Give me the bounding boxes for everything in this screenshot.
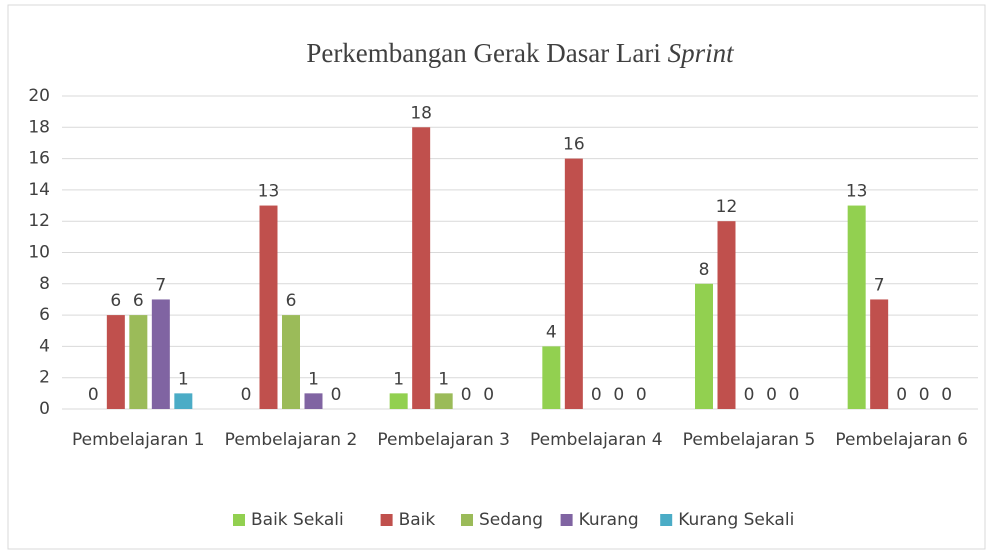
legend-label: Kurang — [579, 510, 639, 530]
value-label: 16 — [563, 135, 585, 155]
y-tick-label: 14 — [28, 180, 50, 200]
legend-label: Baik — [399, 510, 436, 530]
value-label: 13 — [258, 182, 280, 202]
bar — [106, 315, 125, 409]
value-label: 0 — [789, 385, 800, 405]
value-label: 6 — [110, 291, 121, 311]
value-label: 1 — [438, 369, 449, 389]
y-tick-label: 6 — [39, 305, 50, 325]
value-label: 0 — [241, 385, 252, 405]
bar — [717, 221, 736, 409]
x-tick-label: Pembelajaran 5 — [682, 430, 816, 450]
x-tick-label: Pembelajaran 1 — [72, 430, 205, 450]
bar — [259, 205, 278, 409]
x-tick-label: Pembelajaran 4 — [530, 430, 663, 450]
value-label: 12 — [716, 197, 738, 217]
value-label: 1 — [178, 369, 189, 389]
value-label: 0 — [461, 385, 472, 405]
value-label: 0 — [896, 385, 907, 405]
legend-swatch — [560, 514, 573, 526]
value-label: 0 — [919, 385, 930, 405]
value-label: 0 — [613, 385, 624, 405]
value-label: 0 — [941, 385, 952, 405]
chart-title: Perkembangan Gerak Dasar Lari Sprint — [306, 38, 735, 68]
y-tick-label: 10 — [28, 243, 50, 263]
bar — [129, 315, 148, 409]
bar — [282, 315, 300, 409]
legend-swatch — [660, 514, 673, 526]
bar — [412, 127, 431, 410]
title-italic: Sprint — [668, 38, 736, 68]
legend-label: Kurang Sekali — [678, 510, 794, 530]
value-label: 18 — [410, 103, 432, 123]
bar — [870, 299, 889, 409]
bar — [695, 283, 713, 409]
y-tick-label: 2 — [39, 368, 50, 388]
value-label: 1 — [393, 369, 404, 389]
legend-swatch — [233, 514, 245, 526]
value-label: 0 — [591, 385, 602, 405]
y-tick-label: 12 — [28, 211, 50, 231]
x-tick-label: Pembelajaran 2 — [224, 430, 358, 450]
value-label: 0 — [483, 385, 494, 405]
y-tick-label: 4 — [39, 336, 50, 356]
value-label: 7 — [874, 275, 885, 295]
bar — [151, 299, 170, 409]
y-tick-label: 0 — [39, 399, 50, 419]
x-tick-label: Pembelajaran 3 — [377, 430, 510, 450]
y-tick-label: 16 — [28, 149, 50, 169]
bar — [174, 393, 193, 409]
legend-label: Baik Sekali — [251, 510, 344, 530]
y-tick-label: 8 — [39, 274, 50, 294]
y-tick-label: 20 — [28, 86, 50, 106]
value-label: 1 — [308, 369, 319, 389]
title-text: Perkembangan Gerak Dasar Lari — [306, 38, 661, 68]
value-label: 7 — [155, 275, 166, 295]
bar — [542, 346, 561, 409]
bar — [847, 205, 866, 409]
legend-swatch — [461, 514, 473, 526]
value-label: 6 — [286, 291, 297, 311]
bar — [434, 393, 453, 409]
legend-swatch — [380, 514, 393, 526]
value-label: 0 — [88, 385, 99, 405]
y-tick-label: 18 — [28, 117, 50, 137]
bar — [304, 393, 323, 409]
value-label: 8 — [699, 260, 710, 280]
value-label: 0 — [744, 385, 755, 405]
value-label: 6 — [133, 291, 144, 311]
value-label: 4 — [546, 322, 557, 342]
bar — [389, 393, 408, 409]
value-label: 0 — [766, 385, 777, 405]
value-label: 0 — [331, 385, 342, 405]
bar — [564, 158, 583, 409]
legend-label: Sedang — [479, 510, 543, 530]
value-label: 13 — [846, 182, 868, 202]
x-tick-label: Pembelajaran 6 — [835, 430, 968, 450]
value-label: 0 — [636, 385, 647, 405]
